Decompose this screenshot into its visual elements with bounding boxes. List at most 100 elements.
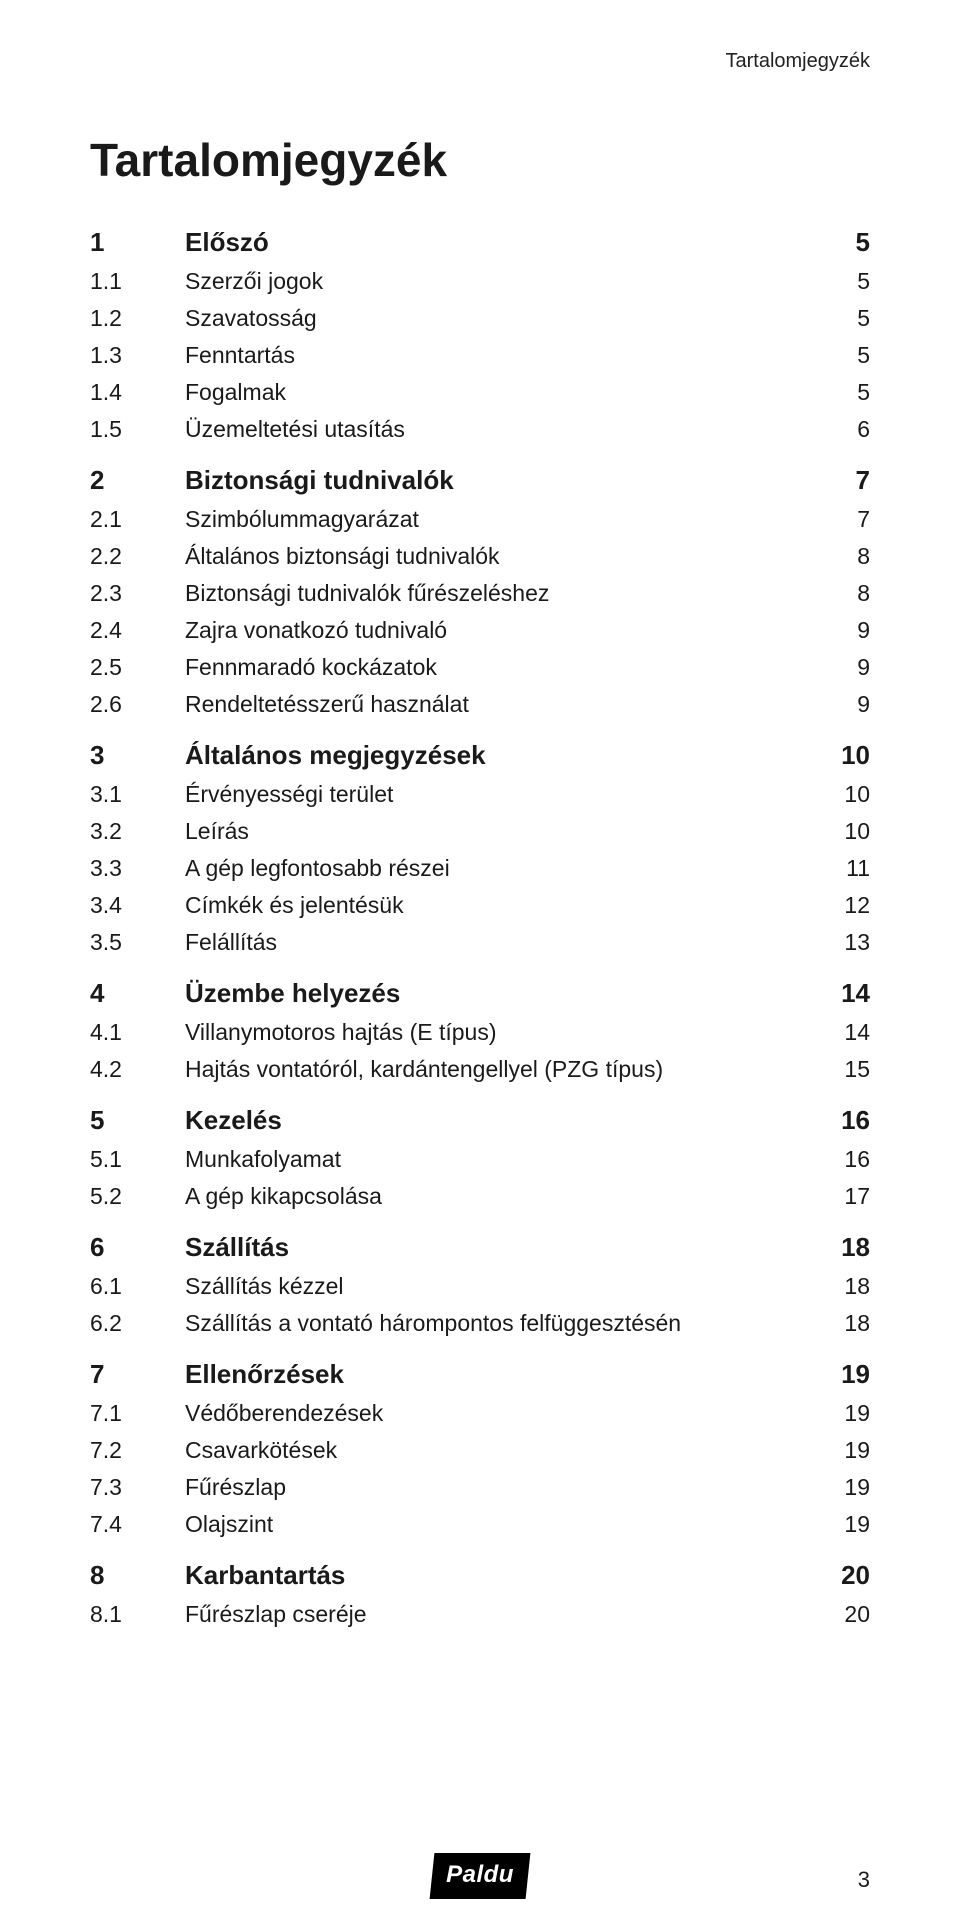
toc-row: 6.1Szállítás kézzel18 <box>90 1273 870 1300</box>
toc-entry-title: Felállítás <box>185 929 810 956</box>
brand-logo: Paldu <box>430 1853 531 1899</box>
toc-entry-page: 5 <box>810 305 870 332</box>
toc-entry-title: Üzemeltetési utasítás <box>185 416 810 443</box>
toc-row: 6Szállítás18 <box>90 1232 870 1263</box>
toc-row: 5Kezelés16 <box>90 1105 870 1136</box>
toc-entry-number: 7.1 <box>90 1400 185 1427</box>
toc-row: 5.2A gép kikapcsolása17 <box>90 1183 870 1210</box>
toc-entry-page: 9 <box>810 691 870 718</box>
toc-row: 1.1Szerzői jogok5 <box>90 268 870 295</box>
toc-entry-number: 3.5 <box>90 929 185 956</box>
toc-container: 1Előszó51.1Szerzői jogok51.2Szavatosság5… <box>90 227 870 1628</box>
page: Tartalomjegyzék Tartalomjegyzék 1Előszó5… <box>0 0 960 1628</box>
toc-entry-number: 1.2 <box>90 305 185 332</box>
toc-row: 1.3Fenntartás5 <box>90 342 870 369</box>
toc-entry-title: Általános megjegyzések <box>185 740 810 771</box>
toc-entry-title: Címkék és jelentésük <box>185 892 810 919</box>
toc-entry-number: 4 <box>90 978 185 1009</box>
toc-entry-title: Szállítás <box>185 1232 810 1263</box>
toc-entry-number: 1.3 <box>90 342 185 369</box>
toc-entry-title: Biztonsági tudnivalók fűrészeléshez <box>185 580 810 607</box>
toc-row: 2.4Zajra vonatkozó tudnivaló9 <box>90 617 870 644</box>
toc-entry-number: 7.3 <box>90 1474 185 1501</box>
toc-entry-page: 18 <box>810 1273 870 1300</box>
toc-row: 3.5Felállítás13 <box>90 929 870 956</box>
toc-row: 4.2Hajtás vontatóról, kardántengellyel (… <box>90 1056 870 1083</box>
toc-row: 2.6Rendeltetésszerű használat9 <box>90 691 870 718</box>
toc-entry-title: Munkafolyamat <box>185 1146 810 1173</box>
toc-row: 2.3Biztonsági tudnivalók fűrészeléshez8 <box>90 580 870 607</box>
toc-entry-number: 1.4 <box>90 379 185 406</box>
toc-entry-number: 2.5 <box>90 654 185 681</box>
toc-entry-page: 11 <box>810 855 870 882</box>
toc-entry-page: 19 <box>810 1511 870 1538</box>
toc-entry-page: 5 <box>810 227 870 258</box>
toc-entry-number: 7.4 <box>90 1511 185 1538</box>
toc-entry-title: Általános biztonsági tudnivalók <box>185 543 810 570</box>
toc-entry-number: 5 <box>90 1105 185 1136</box>
toc-entry-title: Üzembe helyezés <box>185 978 810 1009</box>
toc-entry-title: Fűrészlap cseréje <box>185 1601 810 1628</box>
toc-entry-title: Fenntartás <box>185 342 810 369</box>
toc-entry-title: Leírás <box>185 818 810 845</box>
toc-entry-page: 12 <box>810 892 870 919</box>
toc-entry-page: 7 <box>810 506 870 533</box>
toc-entry-page: 19 <box>810 1474 870 1501</box>
toc-entry-number: 2 <box>90 465 185 496</box>
toc-row: 2.1Szimbólummagyarázat7 <box>90 506 870 533</box>
toc-entry-page: 19 <box>810 1437 870 1464</box>
toc-entry-title: Érvényességi terület <box>185 781 810 808</box>
toc-entry-page: 10 <box>810 818 870 845</box>
toc-entry-page: 18 <box>810 1232 870 1263</box>
footer: Paldu <box>0 1853 960 1899</box>
toc-entry-page: 19 <box>810 1359 870 1390</box>
toc-row: 3.2Leírás10 <box>90 818 870 845</box>
toc-entry-page: 20 <box>810 1601 870 1628</box>
toc-entry-number: 1 <box>90 227 185 258</box>
toc-entry-number: 4.1 <box>90 1019 185 1046</box>
toc-row: 2.5Fennmaradó kockázatok9 <box>90 654 870 681</box>
toc-entry-number: 2.1 <box>90 506 185 533</box>
toc-entry-page: 8 <box>810 580 870 607</box>
toc-row: 1.2Szavatosság5 <box>90 305 870 332</box>
toc-entry-page: 9 <box>810 617 870 644</box>
toc-entry-page: 20 <box>810 1560 870 1591</box>
toc-entry-title: Védőberendezések <box>185 1400 810 1427</box>
toc-entry-page: 15 <box>810 1056 870 1083</box>
toc-entry-page: 5 <box>810 268 870 295</box>
running-header: Tartalomjegyzék <box>90 50 870 73</box>
toc-row: 7.2Csavarkötések19 <box>90 1437 870 1464</box>
toc-entry-number: 2.4 <box>90 617 185 644</box>
toc-entry-number: 2.2 <box>90 543 185 570</box>
toc-entry-title: Biztonsági tudnivalók <box>185 465 810 496</box>
toc-row: 8Karbantartás20 <box>90 1560 870 1591</box>
toc-row: 8.1Fűrészlap cseréje20 <box>90 1601 870 1628</box>
toc-row: 2.2Általános biztonsági tudnivalók8 <box>90 543 870 570</box>
toc-entry-number: 5.1 <box>90 1146 185 1173</box>
toc-entry-title: Zajra vonatkozó tudnivaló <box>185 617 810 644</box>
toc-entry-number: 7 <box>90 1359 185 1390</box>
toc-row: 4.1Villanymotoros hajtás (E típus)14 <box>90 1019 870 1046</box>
toc-entry-title: Csavarkötések <box>185 1437 810 1464</box>
toc-entry-number: 7.2 <box>90 1437 185 1464</box>
toc-row: 7.1Védőberendezések19 <box>90 1400 870 1427</box>
toc-entry-number: 3.1 <box>90 781 185 808</box>
toc-entry-number: 3.3 <box>90 855 185 882</box>
toc-row: 5.1Munkafolyamat16 <box>90 1146 870 1173</box>
toc-entry-page: 13 <box>810 929 870 956</box>
page-number: 3 <box>858 1867 870 1893</box>
toc-entry-number: 2.6 <box>90 691 185 718</box>
toc-entry-page: 8 <box>810 543 870 570</box>
toc-row: 3.3A gép legfontosabb részei11 <box>90 855 870 882</box>
toc-entry-page: 5 <box>810 379 870 406</box>
toc-entry-page: 9 <box>810 654 870 681</box>
toc-entry-page: 14 <box>810 978 870 1009</box>
toc-entry-title: Olajszint <box>185 1511 810 1538</box>
toc-entry-number: 6.1 <box>90 1273 185 1300</box>
toc-entry-title: Hajtás vontatóról, kardántengellyel (PZG… <box>185 1056 810 1083</box>
toc-row: 7.4Olajszint19 <box>90 1511 870 1538</box>
toc-entry-title: Fogalmak <box>185 379 810 406</box>
toc-entry-title: Szimbólummagyarázat <box>185 506 810 533</box>
toc-entry-title: Szállítás a vontató hárompontos felfügge… <box>185 1310 810 1337</box>
toc-entry-page: 19 <box>810 1400 870 1427</box>
